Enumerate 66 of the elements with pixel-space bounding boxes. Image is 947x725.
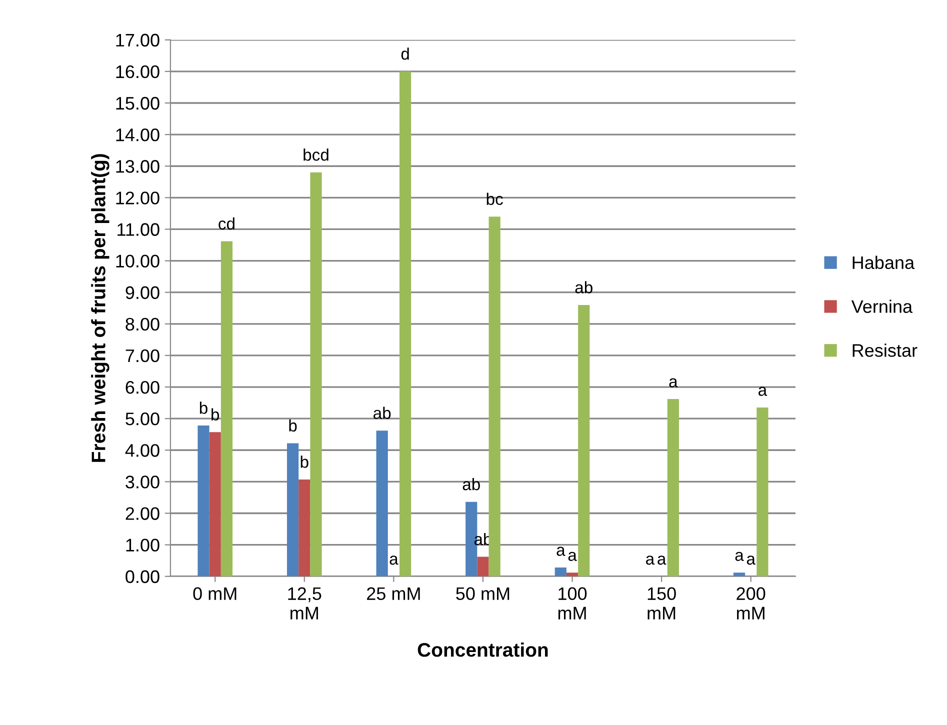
data-label: a bbox=[556, 546, 566, 556]
data-label: a bbox=[568, 552, 577, 561]
y-tick-label: 1.00 bbox=[126, 538, 160, 552]
y-tick-label: 17.00 bbox=[116, 34, 160, 47]
bar bbox=[477, 556, 489, 576]
legend-label: Habana bbox=[852, 256, 915, 270]
data-label: ab bbox=[462, 478, 480, 490]
y-tick-label: 10.00 bbox=[116, 254, 160, 268]
bar bbox=[733, 572, 746, 576]
bar bbox=[286, 443, 299, 576]
x-tick-label: 150 mM bbox=[648, 587, 676, 620]
data-label: a bbox=[746, 556, 756, 565]
y-tick-label: 3.00 bbox=[126, 476, 160, 488]
y-tick-label: 6.00 bbox=[126, 380, 160, 394]
data-label: ab bbox=[575, 281, 592, 294]
data-label: b bbox=[300, 456, 308, 468]
bar bbox=[488, 216, 500, 576]
legend-label: Vernina bbox=[851, 300, 913, 313]
bar bbox=[310, 172, 322, 576]
bar bbox=[220, 241, 233, 576]
legend-label: Resistar bbox=[852, 344, 918, 357]
data-label: a bbox=[735, 552, 744, 561]
y-tick-label: 9.00 bbox=[126, 286, 160, 300]
data-label: b bbox=[212, 408, 220, 421]
bar bbox=[198, 426, 210, 576]
y-tick-label: 0.00 bbox=[126, 570, 160, 584]
data-label: b bbox=[289, 419, 297, 432]
x-tick-label: 100 mM bbox=[558, 587, 587, 620]
y-tick-label: 12.00 bbox=[116, 192, 160, 204]
bar bbox=[554, 568, 566, 576]
bar bbox=[566, 572, 578, 576]
y-tick-label: 4.00 bbox=[125, 444, 160, 457]
y-tick-label: 5.00 bbox=[126, 412, 160, 426]
data-label: a bbox=[646, 556, 655, 565]
y-tick-label: 14.00 bbox=[116, 128, 160, 142]
data-label: a bbox=[658, 556, 666, 565]
data-label: b bbox=[200, 402, 208, 414]
bar bbox=[376, 430, 388, 576]
bar bbox=[578, 304, 590, 576]
bar bbox=[298, 479, 310, 576]
bar bbox=[667, 399, 679, 576]
x-tick-label: 0 mM bbox=[193, 587, 236, 600]
bar bbox=[209, 432, 221, 576]
x-tick-label: 12,5 mM bbox=[288, 587, 322, 620]
y-tick-label: 8.00 bbox=[126, 318, 160, 331]
y-tick-label: 7.00 bbox=[126, 349, 160, 362]
x-tick-label: 200 mM bbox=[736, 587, 766, 620]
y-tick-label: 13.00 bbox=[116, 160, 160, 173]
data-label: bcd bbox=[304, 148, 328, 161]
y-tick-label: 2.00 bbox=[126, 507, 160, 520]
x-tick-label: 50 mM bbox=[456, 587, 510, 600]
y-tick-label: 16.00 bbox=[116, 65, 160, 78]
x-tick-label: 25 mM bbox=[367, 587, 420, 600]
bar bbox=[399, 71, 412, 576]
data-label: a bbox=[669, 378, 678, 388]
x-axis-title: Concentration bbox=[418, 642, 548, 657]
data-label: bc bbox=[486, 192, 503, 205]
data-label: a bbox=[758, 386, 768, 396]
y-axis-title: Fresh weight of fruits per plant(g) bbox=[91, 154, 110, 462]
data-label: cd bbox=[218, 217, 234, 230]
data-label: d bbox=[401, 48, 409, 60]
bar bbox=[756, 408, 768, 576]
data-label: ab bbox=[374, 406, 391, 419]
y-tick-label: 11.00 bbox=[118, 223, 160, 236]
data-label: a bbox=[390, 556, 398, 565]
y-tick-label: 15.00 bbox=[116, 96, 160, 110]
